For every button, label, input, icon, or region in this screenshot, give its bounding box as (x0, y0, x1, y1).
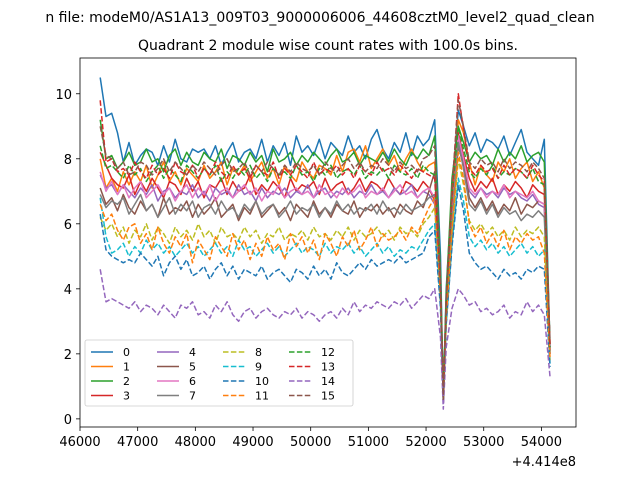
series-line-2 (99, 119, 551, 394)
legend-label-10: 10 (255, 375, 269, 388)
y-tick-label: 10 (55, 88, 72, 103)
series-line-7 (99, 141, 551, 401)
x-offset-text: +4.414e8 (512, 455, 576, 470)
y-tick-label: 0 (64, 413, 72, 428)
x-tick-label: 52000 (405, 435, 446, 450)
plot-frame (79, 57, 577, 428)
y-tick-label: 6 (64, 218, 72, 233)
series-line-8 (99, 158, 551, 404)
legend-box (84, 339, 354, 407)
series-line-13 (99, 93, 551, 401)
legend-label-15: 15 (321, 390, 335, 403)
x-tick-label: 53000 (463, 435, 504, 450)
y-tick-label: 2 (64, 348, 72, 363)
series-line-14 (99, 269, 551, 410)
legend-label-5: 5 (189, 361, 196, 374)
legend-label-9: 9 (255, 361, 262, 374)
series-layer (99, 77, 551, 410)
x-tick-label: 54000 (521, 435, 562, 450)
x-tick-label: 47000 (117, 435, 158, 450)
x-tick-label: 51000 (348, 435, 389, 450)
legend-label-7: 7 (189, 390, 196, 403)
series-line-0 (99, 77, 551, 401)
series-line-11 (99, 151, 551, 401)
series-line-3 (99, 132, 551, 401)
figure-suptitle: n file: modeM0/AS1A13_009T03_9000006006_… (45, 10, 594, 26)
legend-label-0: 0 (123, 346, 130, 359)
legend-label-11: 11 (255, 390, 269, 403)
legend-label-14: 14 (321, 375, 335, 388)
series-line-9 (99, 177, 551, 404)
legend-label-8: 8 (255, 346, 262, 359)
axes-layer: 46000 47000 48000 49000 50000 51000 52000 53000… (55, 88, 562, 450)
series-line-5 (99, 145, 551, 397)
y-tick-label: 4 (64, 283, 72, 298)
x-tick-label: 48000 (175, 435, 216, 450)
legend-label-13: 13 (321, 361, 335, 374)
x-tick-label: 49000 (232, 435, 273, 450)
series-line-10 (99, 184, 551, 401)
x-tick-label: 50000 (290, 435, 331, 450)
series-line-6 (99, 135, 551, 401)
series-line-1 (99, 119, 551, 404)
legend-label-12: 12 (321, 346, 335, 359)
legend-label-2: 2 (123, 375, 130, 388)
legend-label-4: 4 (189, 346, 196, 359)
legend-label-6: 6 (189, 375, 196, 388)
series-line-15 (99, 99, 551, 401)
legend-label-3: 3 (123, 390, 130, 403)
legend-label-1: 1 (123, 361, 130, 374)
x-tick-label: 46000 (59, 435, 100, 450)
y-tick-label: 8 (64, 153, 72, 168)
chart-title: Quadrant 2 module wise count rates with … (138, 38, 518, 54)
